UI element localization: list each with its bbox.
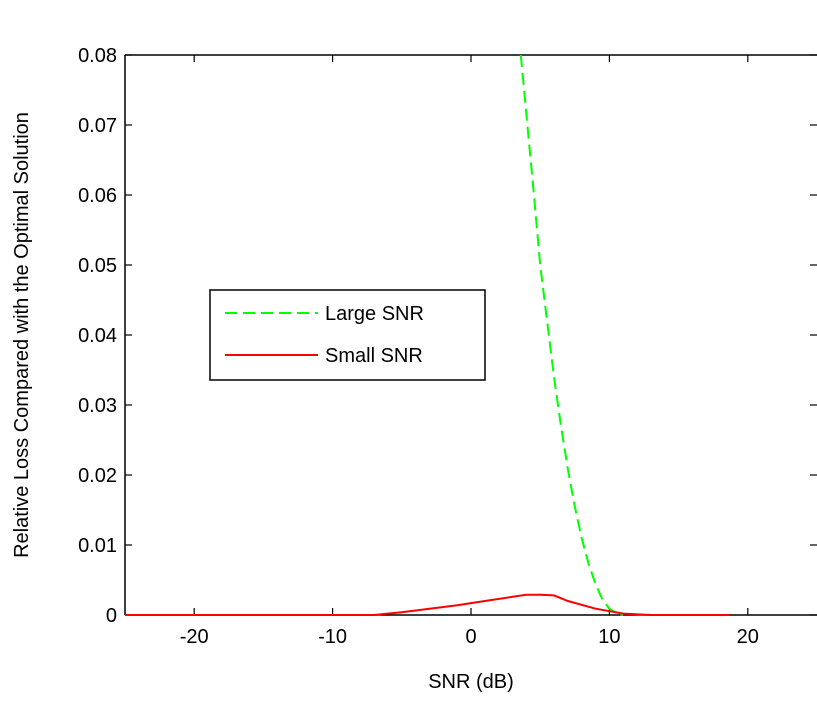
y-tick-label: 0.05 (78, 255, 117, 277)
legend: Large SNR Small SNR (209, 289, 486, 381)
y-tick-label: 0.04 (78, 325, 117, 347)
series-line-large-snr (519, 54, 624, 616)
x-tick-label: 20 (737, 626, 759, 648)
legend-label-small-snr: Small SNR (325, 345, 423, 367)
x-tick-label: 0 (465, 626, 476, 648)
y-tick-label: 0.06 (78, 185, 117, 207)
y-axis-label: Relative Loss Compared with the Optimal … (11, 112, 33, 558)
y-tick-label: 0.03 (78, 395, 117, 417)
y-tick-label: 0.08 (78, 45, 117, 67)
x-tick-label: -10 (318, 626, 347, 648)
x-tick-label: 10 (598, 626, 620, 648)
y-tick-label: 0.02 (78, 465, 117, 487)
y-tick-label: 0.07 (78, 115, 117, 137)
legend-box (209, 289, 486, 381)
y-tick-label: 0.01 (78, 535, 117, 557)
legend-label-large-snr: Large SNR (325, 303, 424, 325)
y-tick-label: 0 (106, 605, 117, 627)
x-axis-label: SNR (dB) (428, 671, 514, 693)
x-tick-label: -20 (180, 626, 209, 648)
series-line-small-snr (125, 593, 730, 616)
